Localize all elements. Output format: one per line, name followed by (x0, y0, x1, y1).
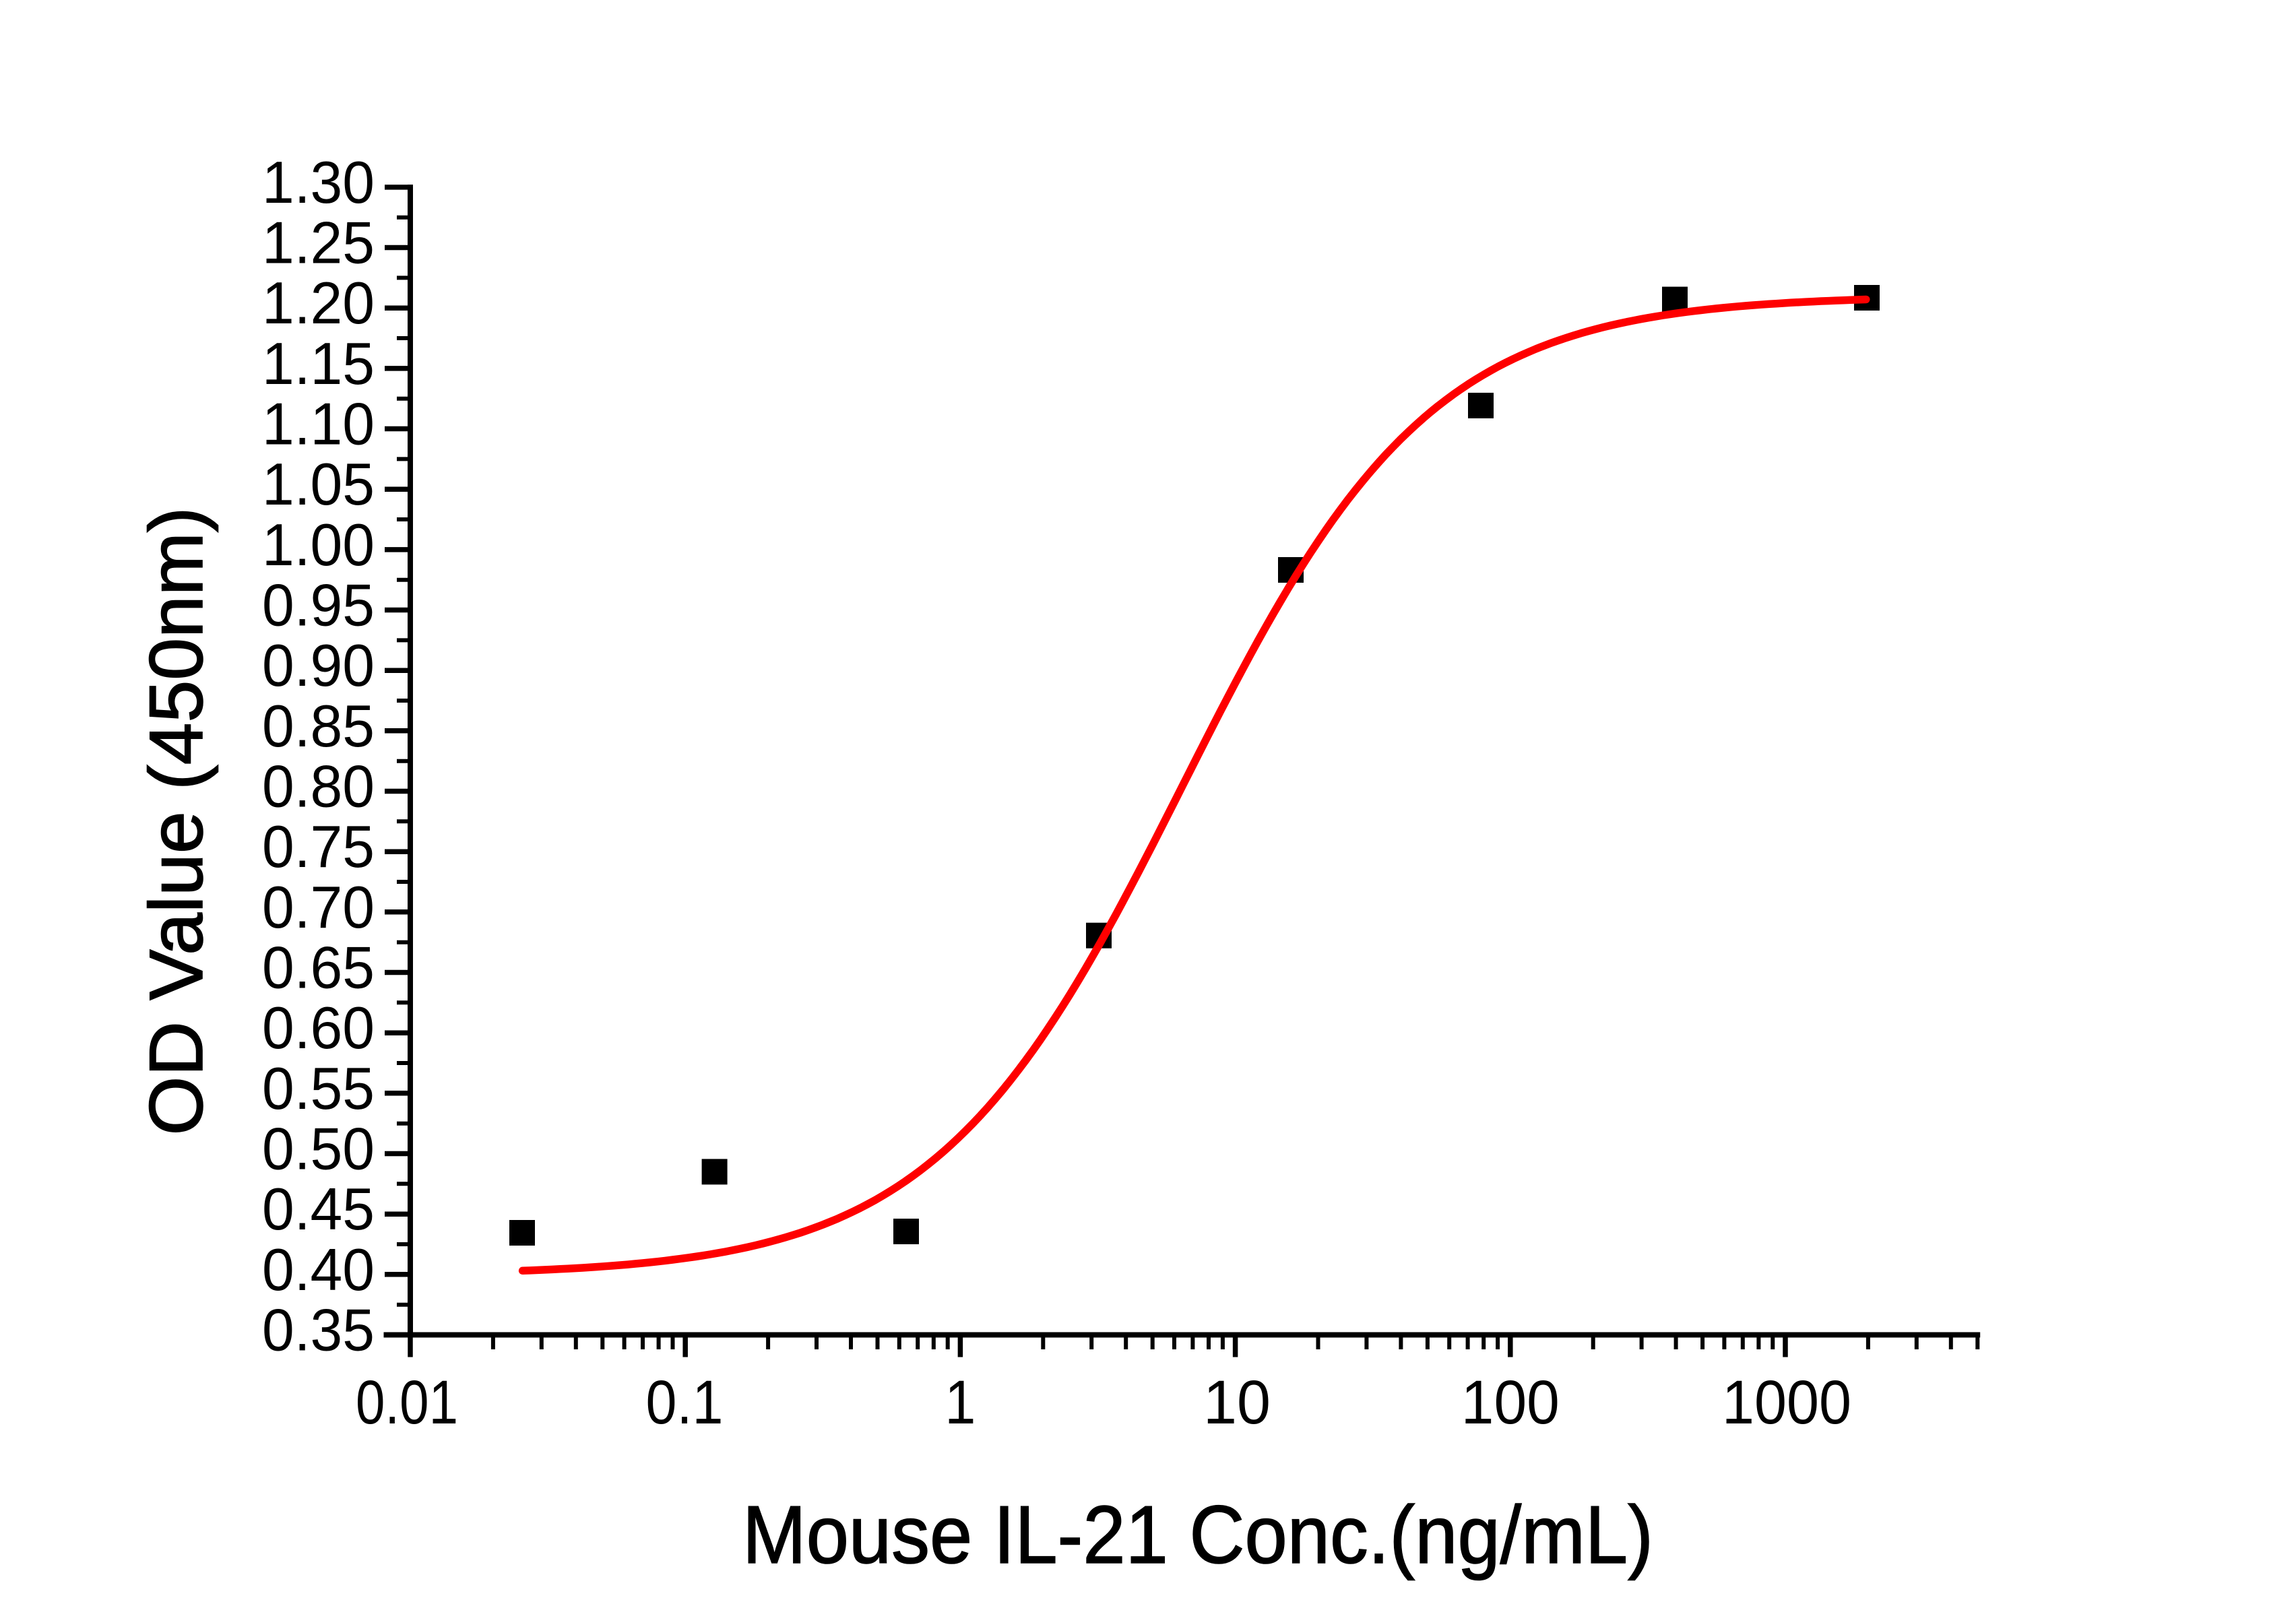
svg-text:0.90: 0.90 (262, 632, 375, 699)
svg-text:0.80: 0.80 (262, 753, 375, 820)
svg-text:0.35: 0.35 (262, 1297, 375, 1363)
svg-text:10: 10 (1203, 1368, 1271, 1437)
svg-text:1: 1 (945, 1368, 976, 1437)
svg-text:OD Value (450nm): OD Value (450nm) (134, 507, 218, 1136)
svg-text:0.55: 0.55 (262, 1055, 375, 1122)
svg-text:0.50: 0.50 (262, 1116, 375, 1182)
svg-text:0.45: 0.45 (262, 1176, 375, 1242)
svg-text:1000: 1000 (1722, 1368, 1851, 1437)
svg-text:Mouse IL-21 Conc.(ng/mL): Mouse IL-21 Conc.(ng/mL) (742, 1489, 1653, 1580)
svg-text:1.10: 1.10 (262, 391, 375, 457)
svg-text:1.25: 1.25 (262, 210, 375, 276)
svg-text:0.60: 0.60 (262, 994, 375, 1061)
svg-text:0.40: 0.40 (262, 1236, 375, 1303)
svg-text:0.70: 0.70 (262, 874, 375, 940)
svg-text:0.01: 0.01 (356, 1368, 458, 1437)
svg-text:0.95: 0.95 (262, 572, 375, 639)
svg-text:100: 100 (1461, 1368, 1560, 1437)
svg-text:0.85: 0.85 (262, 693, 375, 759)
svg-text:0.1: 0.1 (646, 1368, 724, 1437)
svg-text:0.75: 0.75 (262, 813, 375, 880)
svg-text:1.00: 1.00 (262, 511, 375, 578)
svg-text:1.15: 1.15 (262, 330, 375, 397)
svg-text:1.20: 1.20 (262, 269, 375, 336)
svg-text:1.05: 1.05 (262, 451, 375, 517)
svg-text:0.65: 0.65 (262, 934, 375, 1001)
svg-text:1.30: 1.30 (262, 149, 375, 216)
